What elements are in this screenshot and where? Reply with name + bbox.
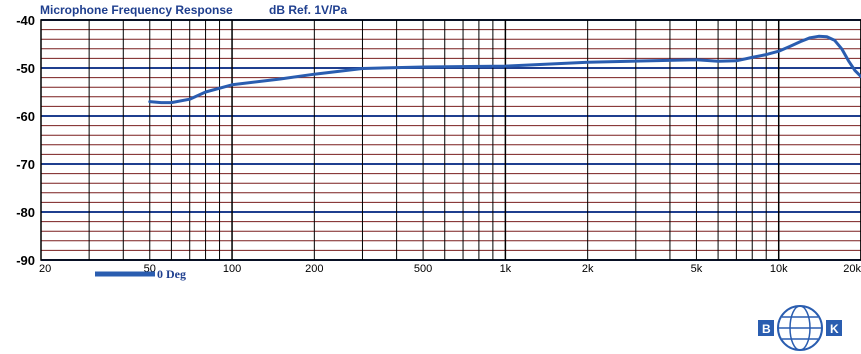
y-axis-label: dB Ref. 1V/Pa: [269, 3, 347, 17]
y-tick-label: -40: [16, 13, 35, 28]
legend-label: 0 Deg: [157, 267, 186, 281]
legend: 0 Deg: [95, 267, 186, 281]
x-tick-label: 200: [305, 263, 323, 275]
y-tick-label: -60: [16, 109, 35, 124]
y-tick-label: -80: [16, 205, 35, 220]
x-tick-label: 20: [39, 263, 51, 275]
x-tick-label: 100: [223, 263, 241, 275]
bk-logo: B K: [758, 305, 842, 351]
x-tick-label: 2k: [582, 263, 594, 275]
x-tick-label: 5k: [691, 263, 703, 275]
x-tick-label: 1k: [500, 263, 512, 275]
plot-frame: [40, 19, 861, 261]
y-tick-label: -90: [16, 253, 35, 268]
x-tick-label: 500: [414, 263, 432, 275]
logo-box-right: [826, 320, 842, 336]
logo-letter-k: K: [830, 322, 839, 336]
x-tick-label: 20k: [843, 263, 861, 275]
logo-box-left: [758, 320, 774, 336]
grid: [40, 19, 861, 261]
chart-title: Microphone Frequency Response: [40, 3, 233, 17]
x-tick-label: 10k: [770, 263, 788, 275]
series-line: [148, 34, 861, 105]
y-tick-label: -70: [16, 157, 35, 172]
series-layer: [148, 34, 861, 105]
y-tick-labels: -40 -50 -60 -70 -80 -90: [16, 13, 35, 268]
logo-letter-b: B: [762, 322, 771, 336]
y-tick-label: -50: [16, 61, 35, 76]
